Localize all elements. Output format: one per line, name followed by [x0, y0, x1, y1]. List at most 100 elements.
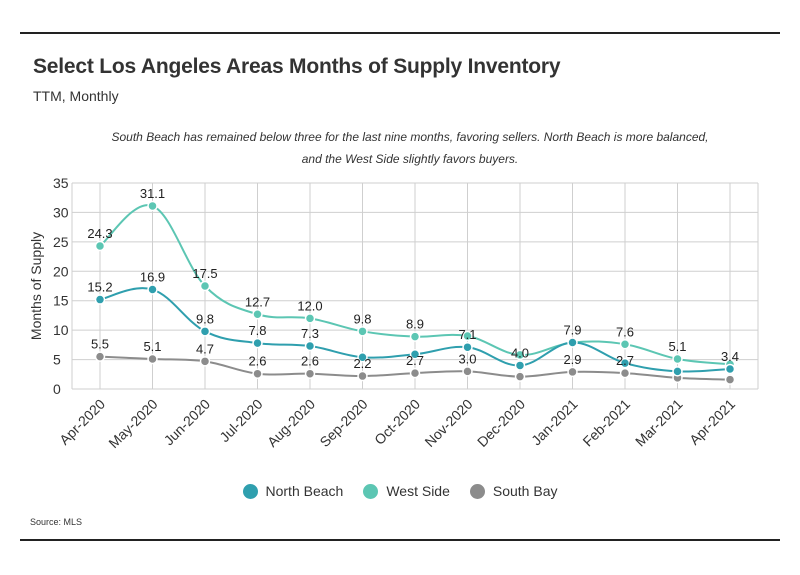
data-label-north-beach: 3.4	[721, 349, 739, 364]
chart-annotation: South Beach has remained below three for…	[111, 130, 709, 166]
legend-swatch-north-beach	[242, 483, 258, 499]
data-point-west-side	[619, 339, 631, 350]
data-point-west-side	[94, 240, 106, 252]
data-label-north-beach: 15.2	[87, 280, 112, 295]
data-point-west-side	[462, 330, 473, 342]
data-point-south-bay	[94, 351, 106, 362]
data-point-north-beach	[199, 326, 211, 337]
legend-item-north-beach: North Beach	[242, 483, 344, 499]
data-point-north-beach	[409, 349, 421, 360]
data-point-north-beach	[357, 351, 368, 363]
y-tick-label: 10	[53, 322, 69, 338]
data-label-north-beach: 4.0	[511, 345, 529, 360]
y-tick-label: 5	[53, 352, 61, 368]
legend-item-south-bay: South Bay	[469, 483, 558, 499]
data-point-west-side	[147, 200, 158, 212]
data-label-west-side: 17.5	[192, 266, 217, 281]
data-point-west-side	[357, 326, 368, 337]
data-point-west-side	[514, 349, 526, 361]
data-label-south-bay: 2.6	[301, 354, 319, 369]
legend-swatch-south-bay	[469, 483, 485, 499]
data-point-south-bay	[724, 374, 736, 385]
data-point-south-bay	[409, 367, 421, 379]
data-label-north-beach: 7.8	[248, 323, 266, 338]
data-point-south-bay	[462, 366, 473, 377]
x-tick-label: Oct-2020	[371, 396, 423, 448]
data-label-south-bay: 3.0	[458, 351, 476, 366]
legend-item-west-side: West Side	[363, 483, 450, 499]
legend-label-south-bay: South Bay	[492, 483, 558, 499]
data-label-west-side: 12.7	[245, 294, 270, 309]
x-tick-label: Apr-2021	[686, 396, 738, 448]
data-label-north-beach: 9.8	[196, 311, 214, 326]
data-point-west-side	[672, 353, 683, 365]
data-point-west-side	[409, 331, 421, 342]
data-point-north-beach	[514, 360, 526, 371]
data-point-south-bay	[514, 371, 526, 382]
x-tick-label: Jan-2021	[528, 396, 581, 449]
data-label-west-side: 8.9	[406, 317, 424, 332]
data-label-north-beach: 7.3	[301, 326, 319, 341]
data-point-west-side	[252, 309, 263, 320]
source-note: Source: MLS	[30, 517, 83, 527]
data-point-south-bay	[252, 368, 263, 379]
y-axis-title: Months of Supply	[28, 232, 44, 340]
data-point-north-beach	[147, 284, 158, 295]
x-tick-label: Mar-2021	[632, 396, 686, 450]
data-label-west-side: 5.1	[668, 339, 686, 354]
data-label-north-beach: 7.1	[458, 327, 476, 342]
y-tick-label: 20	[53, 263, 69, 279]
data-label-west-side: 31.1	[140, 186, 165, 201]
data-point-south-bay	[199, 356, 211, 367]
data-point-north-beach	[462, 341, 473, 353]
data-label-south-bay: 4.7	[196, 341, 214, 356]
data-label-west-side: 12.0	[297, 298, 322, 313]
data-point-north-beach	[252, 337, 263, 349]
data-label-west-side: 24.3	[87, 226, 112, 241]
data-label-south-bay: 5.5	[91, 337, 109, 352]
y-tick-label: 0	[53, 381, 61, 397]
data-label-south-bay: 2.9	[563, 352, 581, 367]
data-label-south-bay: 5.1	[143, 339, 161, 354]
top-rule	[20, 32, 780, 34]
x-tick-label: Apr-2020	[56, 396, 108, 448]
data-label-west-side: 7.9	[563, 323, 581, 338]
bottom-rule	[20, 539, 780, 541]
data-point-south-bay	[304, 368, 316, 379]
x-tick-label: Jul-2020	[216, 396, 265, 445]
x-tick-label: Dec-2020	[474, 396, 528, 450]
data-label-north-beach: 16.9	[140, 270, 165, 285]
chart-title: Select Los Angeles Areas Months of Suppl…	[33, 55, 561, 78]
data-label-south-bay: 2.2	[353, 356, 371, 371]
y-tick-label: 25	[53, 234, 69, 250]
data-point-west-side	[199, 280, 211, 292]
x-tick-label: May-2020	[105, 396, 160, 451]
data-point-north-beach	[724, 363, 736, 375]
legend-swatch-west-side	[363, 483, 379, 499]
data-point-south-bay	[147, 353, 158, 365]
y-tick-label: 30	[53, 204, 69, 220]
chart-legend: North Beach West Side South Bay	[0, 483, 800, 499]
x-tick-label: Feb-2021	[579, 396, 633, 450]
x-tick-label: Sep-2020	[316, 396, 370, 450]
data-point-south-bay	[567, 366, 578, 378]
data-label-south-bay: 2.7	[616, 353, 634, 368]
data-point-north-beach	[94, 294, 106, 305]
chart-subtitle: TTM, Monthly	[33, 88, 119, 104]
data-point-south-bay	[357, 370, 368, 382]
y-tick-label: 35	[53, 175, 69, 191]
data-point-west-side	[304, 313, 316, 324]
legend-label-north-beach: North Beach	[265, 483, 344, 499]
data-point-north-beach	[619, 357, 631, 369]
data-point-north-beach	[304, 340, 316, 352]
data-point-south-bay	[619, 367, 631, 379]
data-point-north-beach	[672, 366, 683, 377]
data-label-west-side: 7.6	[616, 324, 634, 339]
data-label-south-bay: 2.6	[248, 354, 266, 369]
legend-label-west-side: West Side	[386, 483, 450, 499]
data-label-south-bay: 2.7	[406, 353, 424, 368]
y-tick-label: 15	[53, 293, 69, 309]
x-tick-label: Aug-2020	[264, 396, 318, 450]
data-label-west-side: 9.8	[353, 311, 371, 326]
